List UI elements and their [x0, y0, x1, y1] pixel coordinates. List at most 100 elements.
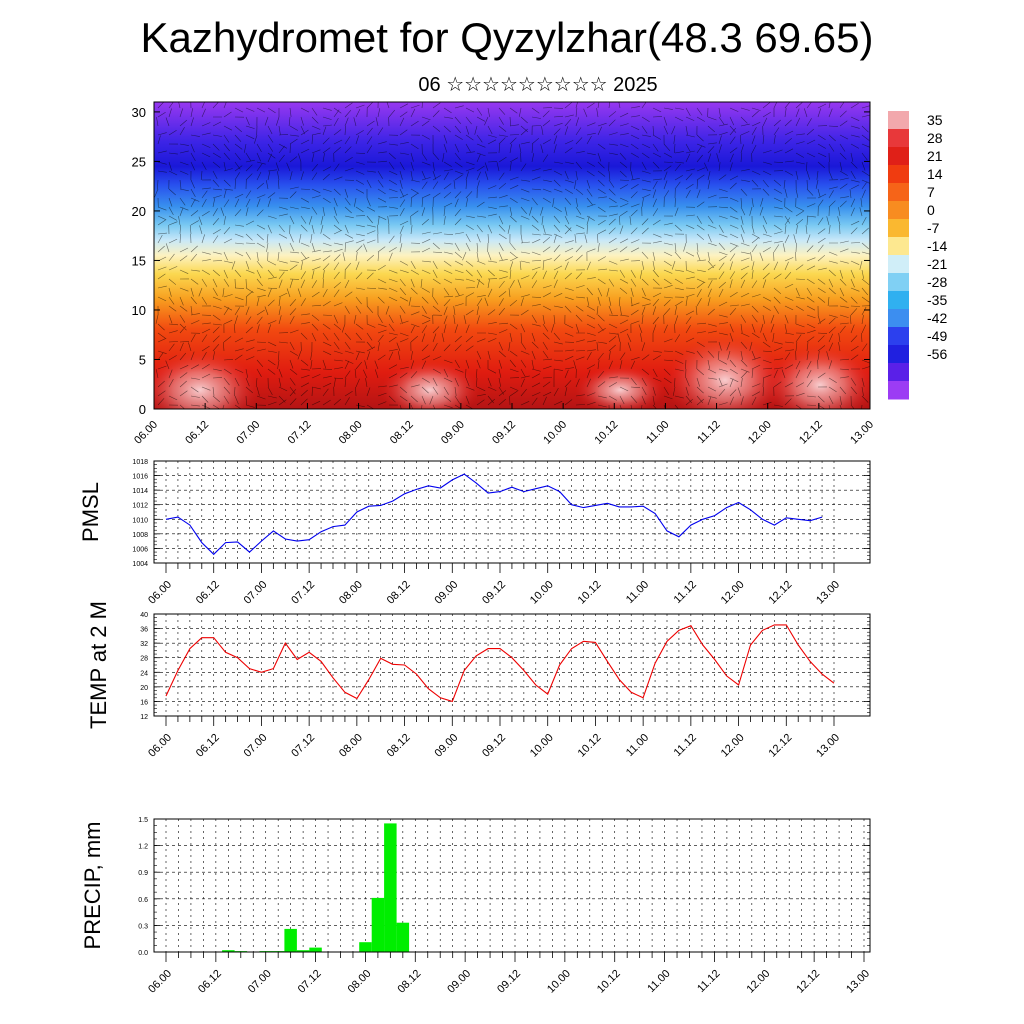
y-tick-label: 0.3	[138, 923, 148, 930]
colorbar-label: -7	[927, 220, 940, 236]
y-tick-label: 0.0	[138, 950, 148, 957]
x-tick-label: 09.00	[445, 968, 473, 996]
warm-patch	[154, 350, 260, 409]
y-tick-label: 1012	[132, 503, 148, 510]
colorbar-segment	[888, 327, 909, 346]
x-tick-label: 10.12	[592, 419, 620, 447]
colorbar-segment	[888, 183, 909, 202]
x-tick-label: 10.00	[541, 419, 569, 447]
colorbar-segment	[888, 255, 909, 274]
colorbar-segment	[888, 273, 909, 292]
x-tick-label: 09.00	[432, 579, 460, 607]
colorbar-segment	[888, 363, 909, 382]
y-tick-label: 40	[140, 612, 148, 619]
x-tick-label: 08.00	[346, 968, 374, 996]
colorbar-segment	[888, 147, 909, 166]
y-tick-label: 20	[132, 204, 146, 219]
x-tick-label: 13.00	[848, 419, 876, 447]
y-tick-label: 1018	[132, 459, 148, 466]
x-tick-label: 07.00	[234, 419, 262, 447]
chart-subtitle: 06 ☆☆☆☆☆☆☆☆☆ 2025	[418, 74, 658, 96]
x-tick-label: 08.12	[385, 732, 413, 760]
x-tick-label: 12.00	[719, 732, 747, 760]
y-tick-label: 1.2	[138, 844, 148, 851]
heatmap-overlay	[154, 102, 870, 409]
x-tick-label: 08.00	[337, 419, 365, 447]
x-tick-label: 06.00	[146, 968, 174, 996]
colorbar-label: -42	[927, 310, 947, 326]
precip-bar	[309, 947, 322, 952]
y-tick-label: 16	[140, 699, 148, 706]
temp-panel: 12 16 20 24 28 32 36 40 06.00 06.12 07.00 07.12 08.0…	[86, 601, 871, 760]
x-tick-label: 08.12	[395, 968, 423, 996]
x-tick-label: 06.12	[194, 732, 222, 760]
y-axis-title: PRECIP, mm	[80, 822, 105, 950]
colorbar-segment	[888, 381, 909, 400]
colorbar-segment	[888, 219, 909, 238]
colorbar-label: 0	[927, 202, 935, 218]
colorbar-segment	[888, 309, 909, 328]
x-tick-label: 08.12	[388, 419, 416, 447]
y-tick-label: 0	[139, 402, 146, 417]
y-tick-label: 12	[140, 714, 148, 721]
colorbar-label: 7	[927, 184, 935, 200]
x-tick-label: 09.00	[432, 732, 460, 760]
x-tick-label: 08.12	[385, 579, 413, 607]
x-tick-label: 08.00	[337, 732, 365, 760]
x-tick-label: 12.12	[794, 968, 822, 996]
precip-bar	[222, 950, 235, 952]
y-axis-title: PMSL	[78, 482, 103, 542]
x-tick-label: 07.00	[242, 579, 270, 607]
y-tick-label: 1008	[132, 532, 148, 539]
colorbar-label: 21	[927, 148, 943, 164]
warm-patch	[665, 335, 785, 409]
x-tick-label: 07.12	[296, 968, 324, 996]
x-tick-label: 10.12	[576, 732, 604, 760]
y-tick-label: 15	[132, 253, 146, 268]
x-tick-label: 06.12	[196, 968, 224, 996]
x-tick-label: 07.12	[289, 579, 317, 607]
colorbar-label: -35	[927, 292, 947, 308]
x-tick-label: 12.00	[744, 968, 772, 996]
x-tick-label: 08.00	[337, 579, 365, 607]
y-tick-label: 32	[140, 641, 148, 648]
y-tick-label: 0.6	[138, 897, 148, 904]
y-tick-label: 1010	[132, 517, 148, 524]
x-tick-label: 11.00	[644, 419, 671, 446]
x-tick-label: 06.00	[146, 732, 174, 760]
colorbar-segment	[888, 111, 909, 130]
x-tick-label: 07.00	[242, 732, 270, 760]
x-tick-label: 11.12	[672, 732, 699, 759]
precip-bar	[296, 950, 310, 952]
x-tick-label: 11.00	[645, 968, 672, 995]
panel-frame	[153, 613, 871, 717]
cross-section-panel: 0 5 10 15 20 25 30 06.00 06.12 07.00 07.12 08.00 08.…	[132, 101, 947, 447]
warm-patch	[765, 345, 870, 409]
warm-patch	[380, 360, 480, 409]
x-tick-label: 11.12	[672, 579, 699, 606]
y-tick-label: 1016	[132, 474, 148, 481]
y-tick-label: 1.5	[138, 817, 148, 824]
x-tick-label: 12.00	[719, 579, 747, 607]
precip-panel: 0.0 0.3 0.6 0.9 1.2 1.5 06.00 06.12 07.00 07.12 08…	[80, 817, 872, 996]
colorbar-label: -14	[927, 238, 947, 254]
y-tick-label: 1014	[132, 488, 148, 495]
pmsl-series-line	[165, 473, 823, 556]
x-tick-label: 06.00	[146, 579, 174, 607]
x-tick-label: 07.00	[246, 968, 274, 996]
x-tick-label: 10.00	[528, 732, 556, 760]
y-tick-label: 1004	[132, 561, 148, 568]
x-tick-label: 11.00	[624, 732, 651, 759]
colorbar-label: 14	[927, 166, 943, 182]
x-tick-label: 13.00	[814, 579, 842, 607]
x-tick-label: 12.12	[797, 419, 825, 447]
y-tick-label: 5	[139, 352, 146, 367]
precip-bar	[371, 897, 385, 952]
precip-bar	[396, 922, 410, 952]
x-tick-label: 11.00	[624, 579, 651, 606]
x-tick-label: 09.12	[480, 579, 508, 607]
x-tick-label: 11.12	[695, 968, 722, 995]
y-tick-label: 10	[132, 303, 146, 318]
colorbar-segment	[888, 129, 909, 148]
